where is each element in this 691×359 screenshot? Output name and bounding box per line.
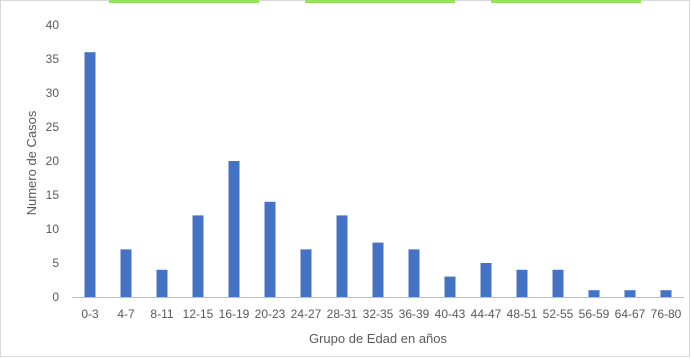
y-tick-label: 0 (52, 290, 59, 304)
bar (624, 290, 636, 297)
bar (552, 269, 564, 297)
x-axis-title: Grupo de Edad en años (309, 331, 448, 346)
x-tick-label: 36-39 (399, 307, 430, 321)
x-tick-label: 0-3 (81, 307, 99, 321)
x-tick-label: 40-43 (435, 307, 466, 321)
x-tick-label: 32-35 (363, 307, 394, 321)
bar (516, 269, 528, 297)
x-tick-label: 24-27 (291, 307, 322, 321)
y-tick-label: 25 (46, 120, 60, 134)
y-tick-label: 10 (46, 222, 60, 236)
bar (660, 290, 672, 297)
x-tick-label: 64-67 (615, 307, 646, 321)
top-strip-3 (491, 0, 641, 3)
x-axis-ticks: 0-3 4-7 8-11 12-15 16-19 20-23 24-27 28-31 32-35… (81, 307, 681, 321)
x-tick-label: 20-23 (255, 307, 286, 321)
x-tick-label: 52-55 (543, 307, 574, 321)
bar (228, 161, 240, 297)
bar (480, 263, 492, 297)
top-strip-1 (109, 0, 259, 3)
top-strips (109, 0, 641, 3)
y-tick-label: 30 (46, 86, 60, 100)
bar (588, 290, 600, 297)
bar (120, 249, 132, 297)
bar (156, 269, 168, 297)
x-tick-label: 76-80 (651, 307, 682, 321)
y-tick-label: 15 (46, 188, 60, 202)
bars (84, 52, 672, 298)
y-tick-label: 20 (46, 154, 60, 168)
x-tick-label: 56-59 (579, 307, 610, 321)
x-tick-label: 48-51 (507, 307, 538, 321)
top-strip-2 (305, 0, 455, 3)
bar (84, 52, 96, 298)
bar (192, 215, 204, 297)
y-tick-label: 40 (46, 18, 60, 32)
y-tick-label: 35 (46, 52, 60, 66)
y-axis-ticks: 0 5 10 15 20 25 30 35 40 (46, 18, 60, 304)
bar (264, 201, 276, 297)
x-tick-label: 28-31 (327, 307, 358, 321)
y-tick-label: 5 (52, 256, 59, 270)
bar (300, 249, 312, 297)
bar (372, 242, 384, 297)
y-axis-title: Numero de Casos (24, 110, 39, 215)
x-tick-label: 4-7 (117, 307, 135, 321)
x-tick-label: 12-15 (183, 307, 214, 321)
bar (444, 276, 456, 297)
x-tick-label: 16-19 (219, 307, 250, 321)
x-tick-label: 8-11 (150, 307, 173, 321)
x-tick-label: 44-47 (471, 307, 502, 321)
bar (336, 215, 348, 297)
bar (408, 249, 420, 297)
